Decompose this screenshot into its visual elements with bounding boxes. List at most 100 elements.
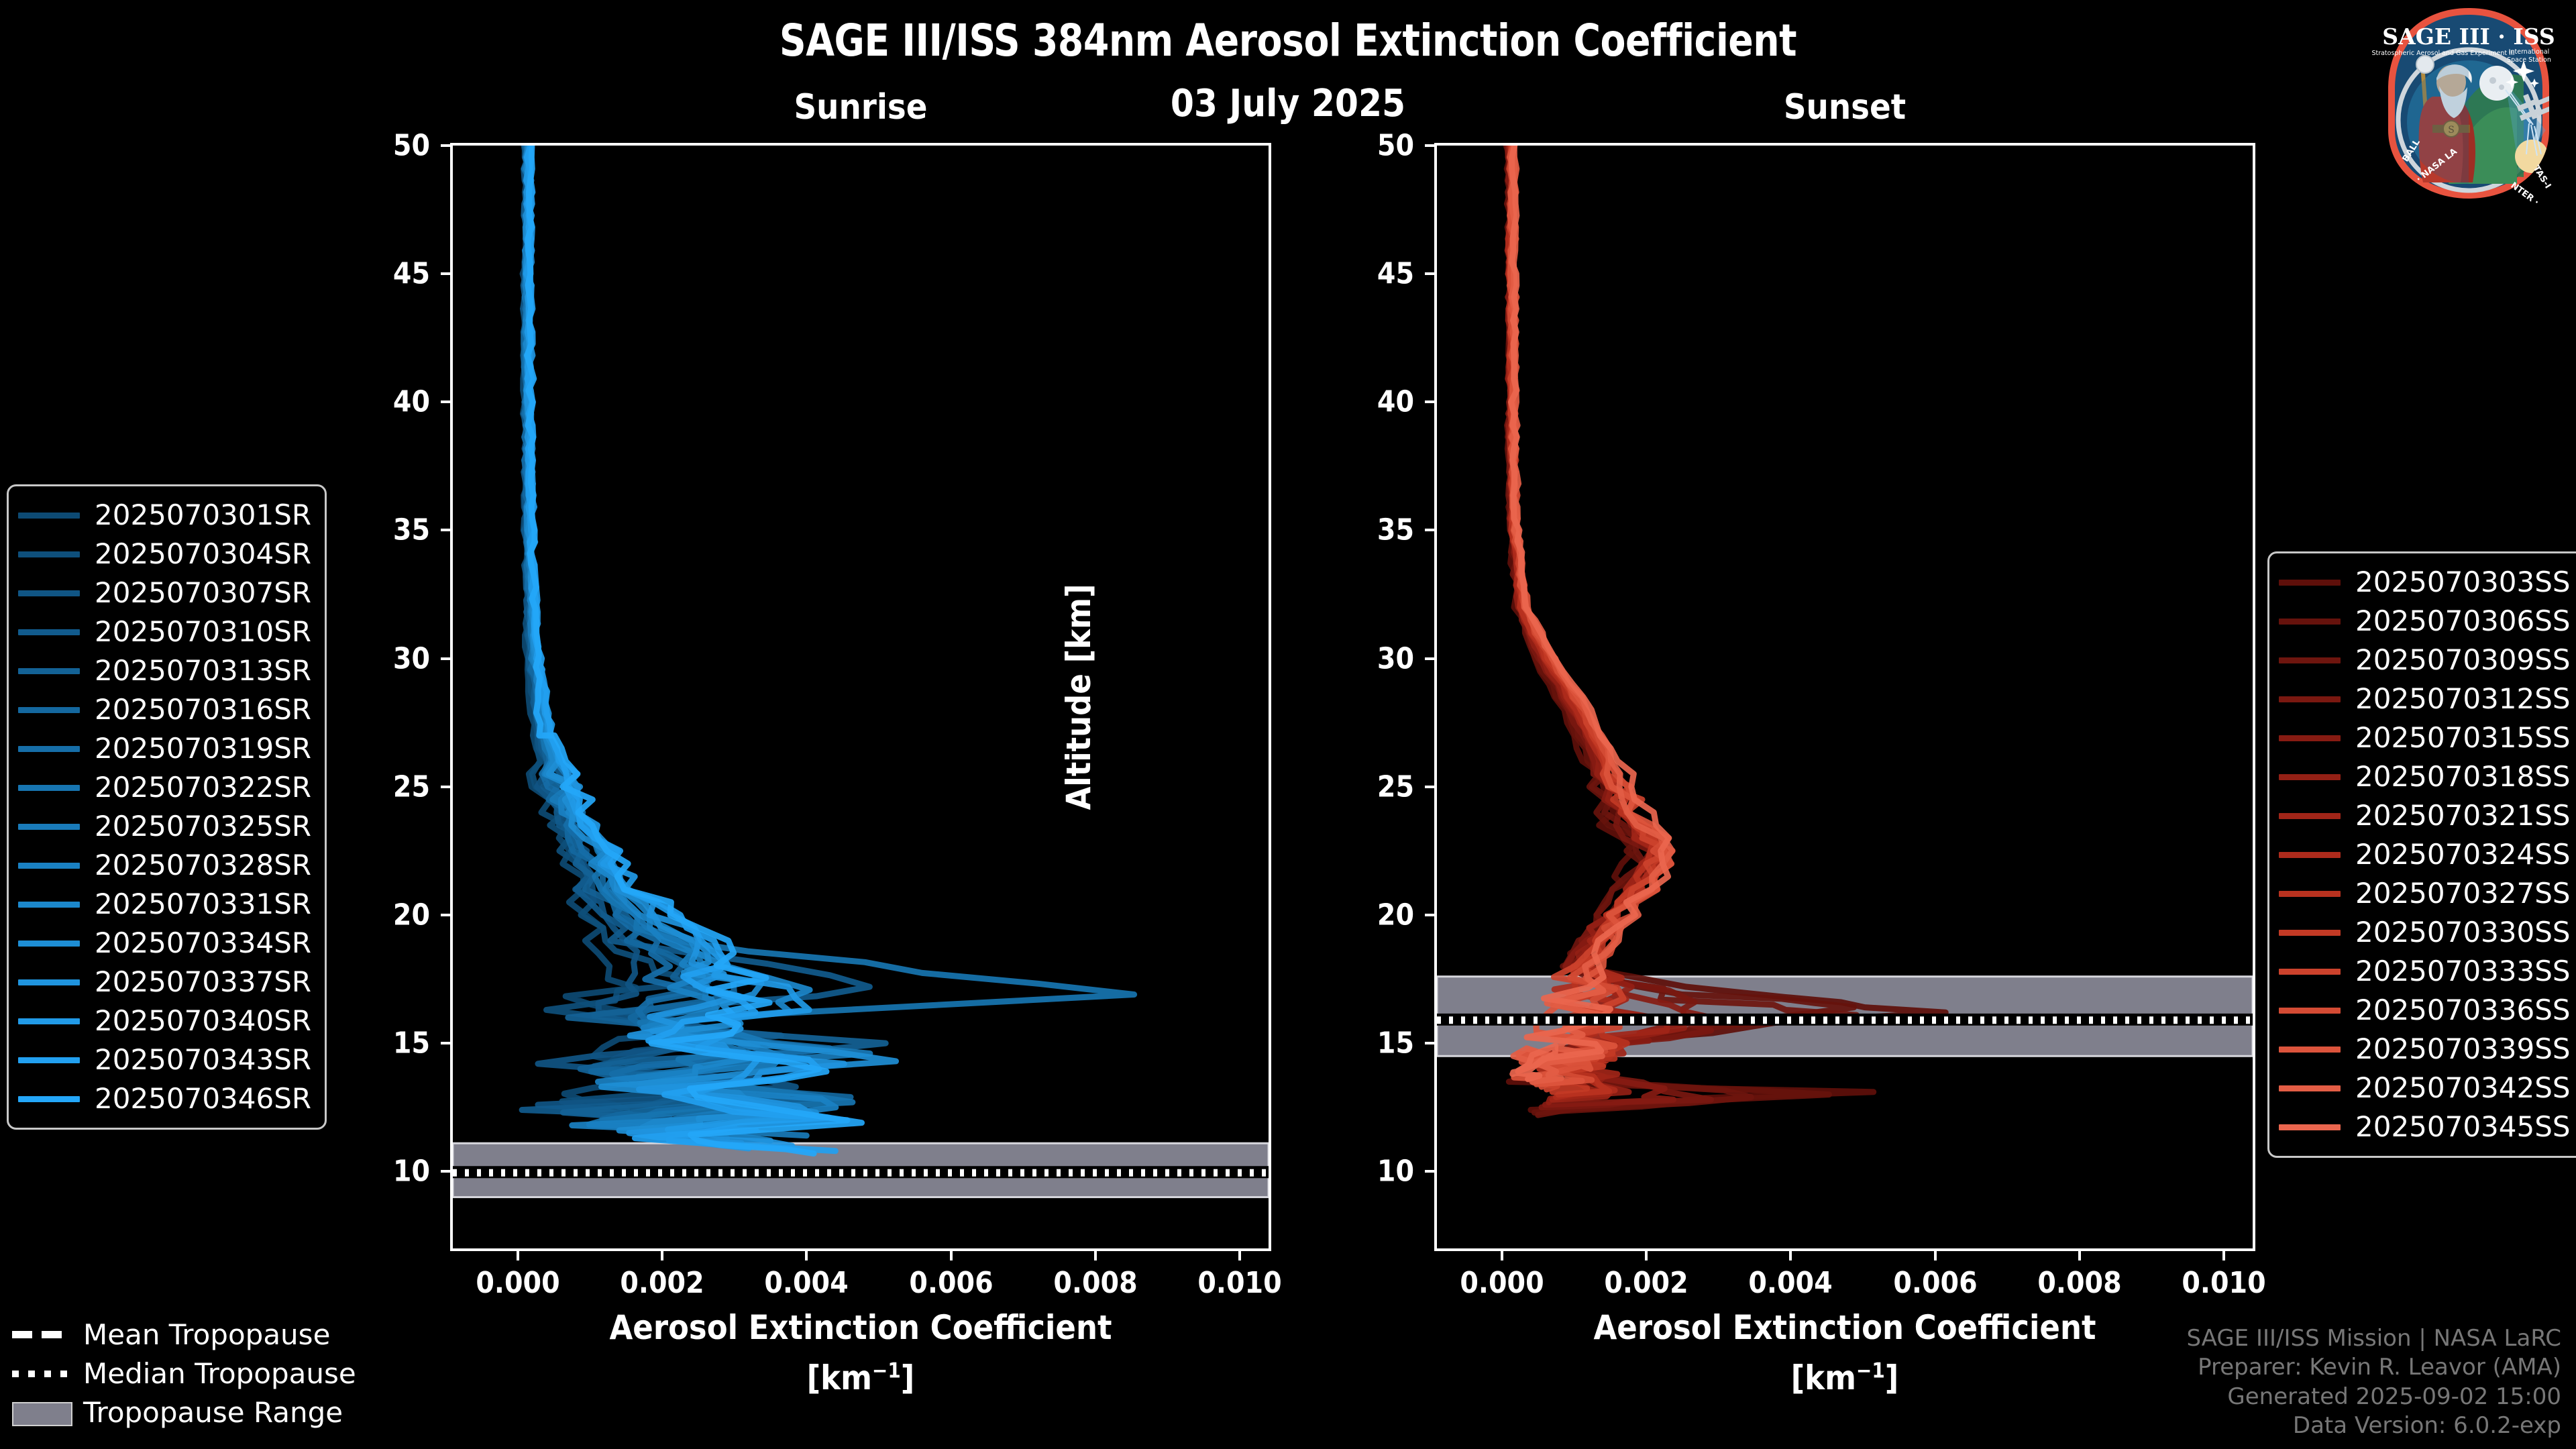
legend-item[interactable]: 2025070336SS	[2279, 991, 2571, 1030]
legend-item[interactable]: 2025070327SS	[2279, 874, 2571, 913]
sunrise-plot-area	[450, 143, 1271, 1251]
sunset-y-tick-mark	[1425, 1170, 1434, 1173]
legend-item[interactable]: 2025070309SS	[2279, 641, 2571, 680]
legend-item[interactable]: 2025070301SR	[18, 496, 311, 535]
legend-item-label: 2025070313SR	[95, 654, 312, 687]
sunset-x-tick-label: 0.004	[1748, 1266, 1833, 1300]
sunrise-x-tick-mark	[1238, 1251, 1241, 1260]
legend-item-label: 2025070331SR	[95, 888, 312, 920]
legend-color-swatch	[2279, 1124, 2341, 1130]
legend-color-swatch	[18, 940, 80, 947]
sunrise-y-tick-label: 50	[392, 128, 430, 163]
sunrise-y-tick-label: 25	[392, 769, 430, 804]
sunrise-x-tick-label: 0.010	[1197, 1266, 1282, 1300]
legend-item[interactable]: 2025070330SS	[2279, 913, 2571, 952]
legend-item[interactable]: 2025070313SR	[18, 651, 311, 690]
logo-title-text: SAGE III · ISS	[2382, 23, 2555, 50]
legend-item[interactable]: 2025070331SR	[18, 885, 311, 924]
legend-item-label: 2025070342SS	[2355, 1071, 2571, 1104]
legend-item-label: 2025070330SS	[2355, 916, 2571, 949]
legend-color-swatch	[18, 629, 80, 635]
sunset-y-tick-mark	[1425, 1042, 1434, 1045]
sunrise-x-axis-unit: [km−1]	[806, 1358, 915, 1397]
legend-item[interactable]: 2025070346SR	[18, 1079, 311, 1118]
sunset-y-tick-mark	[1425, 657, 1434, 660]
legend-color-swatch	[2279, 929, 2341, 936]
sunrise-x-axis-title: Aerosol Extinction Coefficient	[609, 1308, 1112, 1347]
legend-item-label: 2025070304SR	[95, 537, 312, 570]
legend-item-label: 2025070301SR	[95, 498, 312, 531]
legend-color-swatch	[18, 706, 80, 713]
legend-item-label: 2025070306SS	[2355, 604, 2571, 637]
legend-item[interactable]: 2025070307SR	[18, 574, 311, 612]
legend-color-swatch	[18, 1057, 80, 1063]
legend-item[interactable]: 2025070315SS	[2279, 718, 2571, 757]
legend-item-label: 2025070340SR	[95, 1004, 312, 1037]
legend-color-swatch	[18, 551, 80, 557]
legend-item[interactable]: 2025070319SR	[18, 729, 311, 768]
legend-item[interactable]: 2025070328SR	[18, 846, 311, 885]
sunset-y-tick-mark	[1425, 272, 1434, 276]
legend-color-swatch	[2279, 696, 2341, 702]
legend-item[interactable]: 2025070306SS	[2279, 602, 2571, 641]
credits-line-mission: SAGE III/ISS Mission | NASA LaRC	[2186, 1324, 2561, 1352]
sunrise-y-tick-mark	[441, 529, 450, 532]
credits-line-generated: Generated 2025-09-02 15:00	[2227, 1383, 2561, 1410]
sunset-plot-area	[1434, 143, 2255, 1251]
legend-item[interactable]: 2025070318SS	[2279, 757, 2571, 796]
legend-item[interactable]: 2025070321SS	[2279, 796, 2571, 835]
legend-item[interactable]: 2025070342SS	[2279, 1069, 2571, 1108]
sunrise-plot-canvas	[453, 146, 1269, 1248]
svg-text:Space Station: Space Station	[2507, 56, 2551, 64]
sunrise-x-tick-label: 0.004	[764, 1266, 849, 1300]
legend-color-swatch	[18, 1095, 80, 1102]
legend-item[interactable]: 2025070303SS	[2279, 563, 2571, 602]
legend-item[interactable]: 2025070322SR	[18, 768, 311, 807]
sunset-y-tick-label: 40	[1377, 384, 1414, 419]
tropopause-legend-label: Mean Tropopause	[83, 1318, 331, 1351]
sunrise-x-tick-label: 0.002	[620, 1266, 704, 1300]
legend-item-label: 2025070333SS	[2355, 955, 2571, 987]
legend-color-swatch	[2279, 1007, 2341, 1014]
sunrise-series-legend[interactable]: 2025070301SR 2025070304SR 2025070307SR 2025…	[7, 484, 327, 1130]
page-title: SAGE III/ISS 384nm Aerosol Extinction Co…	[779, 15, 1797, 66]
sunrise-y-tick-mark	[441, 1042, 450, 1045]
legend-item[interactable]: 2025070312SS	[2279, 680, 2571, 718]
legend-item-label: 2025070336SS	[2355, 994, 2571, 1026]
legend-item[interactable]: 2025070316SR	[18, 690, 311, 729]
profile-line	[521, 146, 1138, 1136]
sunset-series-legend[interactable]: 2025070303SS 2025070306SS 2025070309SS 2025…	[2267, 551, 2576, 1158]
legend-item[interactable]: 2025070339SS	[2279, 1030, 2571, 1069]
profile-line	[1504, 146, 1860, 1118]
legend-item[interactable]: 2025070343SR	[18, 1040, 311, 1079]
legend-item-label: 2025070325SR	[95, 810, 312, 843]
sunset-y-tick-label: 15	[1377, 1026, 1414, 1061]
legend-item-label: 2025070328SR	[95, 849, 312, 881]
legend-color-swatch	[2279, 851, 2341, 858]
tropopause-legend-item: Mean Tropopause	[12, 1315, 388, 1354]
credits-block: SAGE III/ISS Mission | NASA LaRC Prepare…	[2186, 1324, 2561, 1441]
legend-item[interactable]: 2025070333SS	[2279, 952, 2571, 991]
legend-item-label: 2025070337SR	[95, 965, 312, 998]
legend-color-swatch	[2279, 735, 2341, 741]
sunset-x-tick-mark	[1933, 1251, 1937, 1260]
legend-item[interactable]: 2025070310SR	[18, 612, 311, 651]
legend-item[interactable]: 2025070345SS	[2279, 1108, 2571, 1146]
sunrise-y-tick-mark	[441, 913, 450, 916]
legend-item-label: 2025070315SS	[2355, 721, 2571, 754]
legend-item[interactable]: 2025070337SR	[18, 963, 311, 1002]
tropopause-legend-item: Median Tropopause	[12, 1354, 388, 1393]
legend-item[interactable]: 2025070325SR	[18, 807, 311, 846]
svg-text:S: S	[2448, 125, 2455, 136]
legend-item[interactable]: 2025070324SS	[2279, 835, 2571, 874]
legend-item[interactable]: 2025070340SR	[18, 1002, 311, 1040]
legend-item[interactable]: 2025070304SR	[18, 535, 311, 574]
sunset-panel-title: Sunset	[1783, 87, 1907, 127]
sunset-x-tick-label: 0.010	[2182, 1266, 2266, 1300]
legend-color-swatch	[18, 1018, 80, 1024]
tropopause-legend-item: Tropopause Range	[12, 1393, 388, 1432]
sunset-x-tick-label: 0.000	[1460, 1266, 1544, 1300]
legend-color-swatch	[2279, 968, 2341, 975]
legend-color-swatch	[18, 667, 80, 674]
legend-item[interactable]: 2025070334SR	[18, 924, 311, 963]
